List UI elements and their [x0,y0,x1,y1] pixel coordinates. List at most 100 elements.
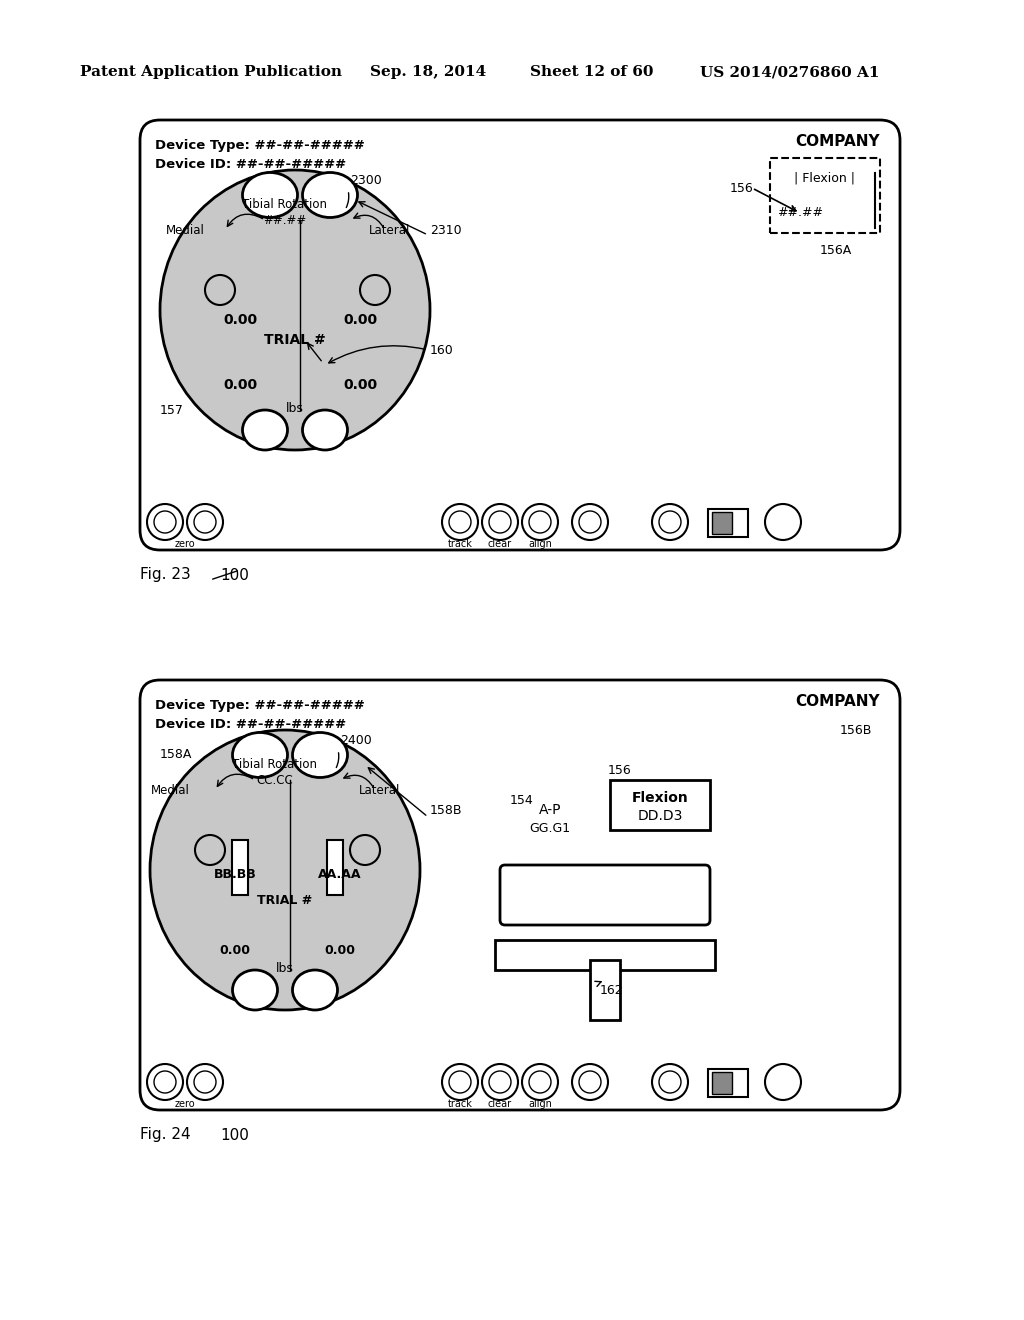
Text: 156: 156 [608,763,632,776]
Text: Sep. 18, 2014: Sep. 18, 2014 [370,65,486,79]
Text: Tibial Rotation: Tibial Rotation [243,198,328,211]
Circle shape [449,511,471,533]
Text: AA.AA: AA.AA [318,869,361,882]
Circle shape [572,1064,608,1100]
Text: 156: 156 [730,181,754,194]
FancyBboxPatch shape [770,158,880,234]
Text: 0.00: 0.00 [343,378,377,392]
Text: Tibial Rotation: Tibial Rotation [232,759,317,771]
Text: Medial: Medial [166,223,205,236]
Circle shape [194,1071,216,1093]
Circle shape [522,504,558,540]
Text: Lateral: Lateral [370,223,411,236]
FancyBboxPatch shape [708,510,748,537]
Circle shape [194,511,216,533]
Circle shape [522,1064,558,1100]
Text: 0.00: 0.00 [343,313,377,327]
Text: 2310: 2310 [430,223,462,236]
Text: 156A: 156A [820,243,852,256]
Text: Lateral: Lateral [359,784,400,796]
Text: lbs: lbs [276,961,294,974]
FancyBboxPatch shape [327,840,343,895]
Text: TRIAL #: TRIAL # [257,894,312,907]
Text: Sheet 12 of 60: Sheet 12 of 60 [530,65,653,79]
Text: | Flexion |: | Flexion | [795,172,855,185]
Ellipse shape [232,970,278,1010]
Circle shape [652,504,688,540]
Circle shape [529,511,551,533]
Circle shape [449,1071,471,1093]
Text: DD.D3: DD.D3 [637,809,683,822]
Ellipse shape [232,733,288,777]
Circle shape [572,504,608,540]
Text: TRIAL #: TRIAL # [264,333,326,347]
Text: Flexion: Flexion [632,791,688,805]
Circle shape [147,1064,183,1100]
Text: CC.CC: CC.CC [257,774,293,787]
Text: ##.##: ##.## [263,214,306,227]
Circle shape [529,1071,551,1093]
Circle shape [579,511,601,533]
Circle shape [187,504,223,540]
Circle shape [205,275,234,305]
Text: 157: 157 [160,404,184,417]
Circle shape [195,836,225,865]
FancyBboxPatch shape [590,960,620,1020]
Text: 2400: 2400 [340,734,372,747]
FancyBboxPatch shape [495,940,715,970]
FancyBboxPatch shape [140,680,900,1110]
Text: track: track [447,1100,472,1109]
Text: 0.00: 0.00 [223,378,257,392]
Text: 160: 160 [430,343,454,356]
FancyBboxPatch shape [712,1072,732,1094]
Text: zero: zero [175,1100,196,1109]
Text: lbs: lbs [286,401,304,414]
Text: 156B: 156B [840,723,872,737]
Circle shape [482,504,518,540]
FancyBboxPatch shape [610,780,710,830]
Circle shape [154,1071,176,1093]
Text: A-P: A-P [539,803,561,817]
Ellipse shape [150,730,420,1010]
FancyBboxPatch shape [500,865,710,925]
Text: 100: 100 [220,568,249,582]
Circle shape [579,1071,601,1093]
Text: 0.00: 0.00 [223,313,257,327]
Circle shape [765,504,801,540]
Text: align: align [528,539,552,549]
FancyBboxPatch shape [232,840,248,895]
Text: track: track [447,539,472,549]
Circle shape [659,511,681,533]
Text: zero: zero [175,539,196,549]
Text: 158B: 158B [430,804,463,817]
Text: Patent Application Publication: Patent Application Publication [80,65,342,79]
Ellipse shape [293,970,338,1010]
Ellipse shape [293,733,347,777]
Circle shape [187,1064,223,1100]
Circle shape [350,836,380,865]
Text: Device ID: ##-##-#####: Device ID: ##-##-##### [155,158,346,172]
Text: GG.G1: GG.G1 [529,821,570,834]
Ellipse shape [243,411,288,450]
Circle shape [482,1064,518,1100]
Text: clear: clear [488,1100,512,1109]
Circle shape [489,1071,511,1093]
Text: Device ID: ##-##-#####: Device ID: ##-##-##### [155,718,346,731]
Text: clear: clear [488,539,512,549]
Circle shape [442,504,478,540]
Circle shape [147,504,183,540]
Text: align: align [528,1100,552,1109]
Text: 0.00: 0.00 [219,944,251,957]
Text: 100: 100 [220,1127,249,1143]
Ellipse shape [302,411,347,450]
Circle shape [659,1071,681,1093]
Circle shape [489,511,511,533]
Text: BB.BB: BB.BB [214,869,256,882]
Text: 162: 162 [600,983,624,997]
Circle shape [442,1064,478,1100]
FancyBboxPatch shape [712,512,732,535]
Text: 0.00: 0.00 [325,944,355,957]
Text: Device Type: ##-##-#####: Device Type: ##-##-##### [155,698,365,711]
Text: Fig. 24: Fig. 24 [140,1127,190,1143]
Ellipse shape [302,173,357,218]
